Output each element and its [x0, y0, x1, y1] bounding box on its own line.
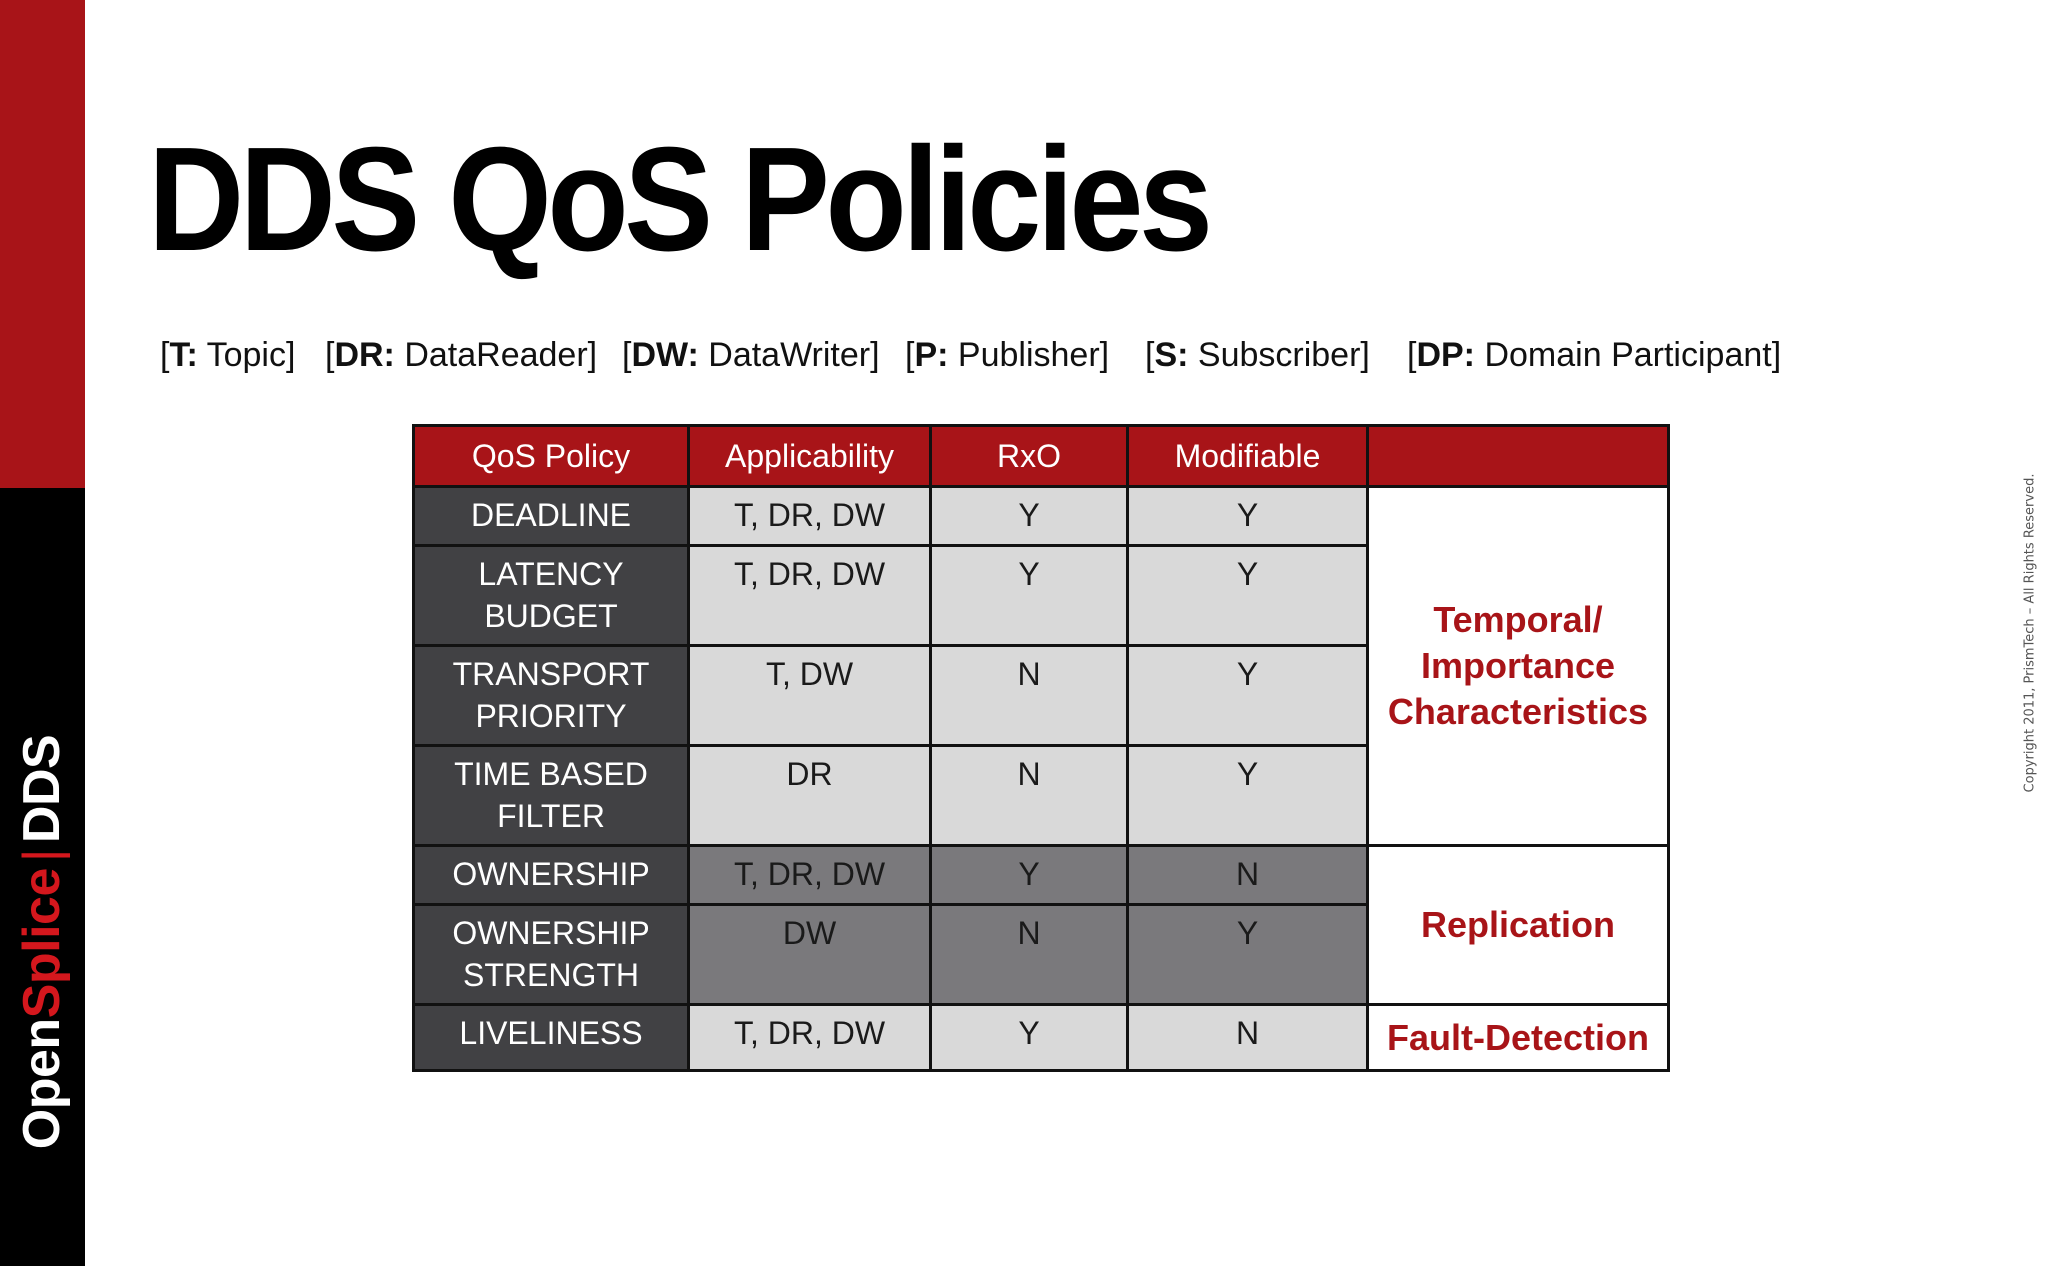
modifiable-cell: N: [1126, 1003, 1369, 1072]
modifiable-cell: Y: [1126, 544, 1369, 647]
policy-cell: LATENCY BUDGET: [412, 544, 690, 647]
modifiable-cell: Y: [1126, 644, 1369, 747]
policy-cell: TIME BASED FILTER: [412, 744, 690, 847]
legend-key: DR:: [334, 336, 395, 374]
legend-item-subscriber: [S: Subscriber]: [1145, 336, 1370, 374]
policy-cell: LIVELINESS: [412, 1003, 690, 1072]
opensplice-dds-logo: OpenSplice | DDS: [13, 734, 71, 1150]
header-category: [1366, 424, 1670, 488]
category-characteristics-line: Characteristics: [1387, 691, 1649, 732]
modifiable-cell: N: [1126, 844, 1369, 906]
rxo-cell: N: [929, 644, 1129, 747]
table-row: LIVELINESS T, DR, DW Y N Fault-Detection: [412, 1003, 1670, 1072]
header-modifiable: Modifiable: [1126, 424, 1369, 488]
table-row: OWNERSHIP STRENGTH DW N Y: [412, 903, 1669, 1006]
policy-cell: DEADLINE: [412, 485, 690, 547]
legend-item-datawriter: [DW: DataWriter]: [622, 336, 880, 374]
legend-key: T:: [169, 336, 198, 374]
modifiable-cell: Y: [1126, 485, 1369, 547]
rxo-cell: Y: [929, 485, 1129, 547]
applicability-cell: T, DW: [687, 644, 932, 747]
applicability-cell: T, DR, DW: [687, 544, 932, 647]
legend-label: Publisher: [948, 336, 1100, 374]
legend-label: DataReader: [394, 336, 588, 374]
header-qos-policy: QoS Policy: [412, 424, 690, 488]
table-row: OWNERSHIP T, DR, DW Y N Replication: [412, 844, 1670, 1006]
category-temporal-line: Temporal/: [1433, 599, 1603, 640]
qos-policy-table: QoS Policy Applicability RxO Modifiable …: [412, 424, 1670, 1072]
legend-item-publisher: [P: Publisher]: [905, 336, 1110, 374]
legend-item-topic: [T: Topic]: [160, 336, 296, 374]
brand-dds: DDS: [13, 734, 71, 844]
applicability-cell: T, DR, DW: [687, 485, 932, 547]
legend-item-domain-participant: [DP: Domain Participant]: [1407, 336, 1782, 374]
category-importance-line: Importance: [1420, 645, 1616, 686]
legend-key: DW:: [631, 336, 699, 374]
policy-cell: TRANSPORT PRIORITY: [412, 644, 690, 747]
table-header-row: QoS Policy Applicability RxO Modifiable: [412, 424, 1670, 488]
copyright-notice: Copyright 2011, PrismTech – All Rights R…: [2022, 473, 2038, 793]
legend-label: Subscriber: [1188, 336, 1361, 374]
legend-key: DP:: [1416, 336, 1476, 374]
table-row: DEADLINE T, DR, DW Y Y Temporal/ Importa…: [412, 485, 1670, 847]
table-row: TIME BASED FILTER DR N Y: [412, 744, 1669, 847]
category-replication: Replication: [1366, 844, 1670, 1006]
table-row: LATENCY BUDGET T, DR, DW Y Y: [412, 544, 1669, 647]
rxo-cell: N: [929, 903, 1129, 1006]
rxo-cell: Y: [929, 844, 1129, 906]
rxo-cell: N: [929, 744, 1129, 847]
sidebar: OpenSplice | DDS: [0, 0, 85, 1266]
applicability-cell: T, DR, DW: [687, 844, 932, 906]
legend-item-datareader: [DR: DataReader]: [325, 336, 598, 374]
brand-separator: |: [13, 849, 71, 863]
legend-key: P:: [914, 336, 949, 374]
table-row: TRANSPORT PRIORITY T, DW N Y: [412, 644, 1669, 747]
page-title: DDS QoS Policies: [148, 117, 1213, 282]
category-fault-detection: Fault-Detection: [1366, 1003, 1670, 1072]
modifiable-cell: Y: [1126, 744, 1369, 847]
brand-open: Open: [13, 1018, 71, 1150]
rxo-cell: Y: [929, 1003, 1129, 1072]
applicability-cell: DR: [687, 744, 932, 847]
rxo-cell: Y: [929, 544, 1129, 647]
sidebar-red-band: [0, 0, 85, 488]
modifiable-cell: Y: [1126, 903, 1369, 1006]
policy-cell: OWNERSHIP STRENGTH: [412, 903, 690, 1006]
legend-label: DataWriter: [698, 336, 871, 374]
applicability-cell: T, DR, DW: [687, 1003, 932, 1072]
header-rxo: RxO: [929, 424, 1129, 488]
legend-label: Topic: [197, 336, 286, 374]
applicability-cell: DW: [687, 903, 932, 1006]
header-applicability: Applicability: [687, 424, 932, 488]
legend-key: S:: [1154, 336, 1189, 374]
category-temporal-importance: Temporal/ Importance Characteristics: [1366, 485, 1670, 847]
policy-cell: OWNERSHIP: [412, 844, 690, 906]
brand-splice: Splice: [13, 868, 71, 1019]
legend-label: Domain Participant: [1475, 336, 1772, 374]
sidebar-black-band: [0, 488, 85, 1266]
